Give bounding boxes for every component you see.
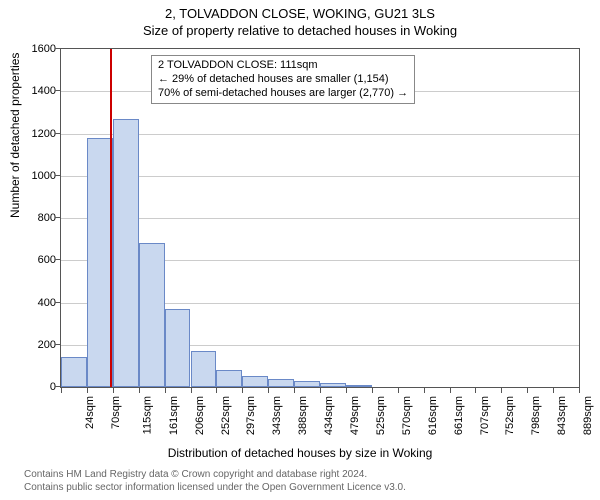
x-tick-mark — [139, 388, 140, 393]
x-tick-mark — [191, 388, 192, 393]
x-axis-label: Distribution of detached houses by size … — [0, 446, 600, 460]
x-tick-label: 752sqm — [505, 396, 517, 435]
y-tick-label: 200 — [16, 339, 56, 351]
histogram-bar — [216, 370, 242, 387]
chart-container: 2, TOLVADDON CLOSE, WOKING, GU21 3LS Siz… — [0, 0, 600, 500]
x-tick-mark — [501, 388, 502, 393]
histogram-bar — [320, 383, 346, 387]
x-tick-label: 434sqm — [323, 396, 335, 435]
histogram-bar — [61, 357, 87, 387]
x-tick-mark — [242, 388, 243, 393]
x-tick-mark — [579, 388, 580, 393]
y-tick-mark — [55, 175, 60, 176]
grid-line — [61, 218, 579, 219]
x-tick-label: 798sqm — [530, 396, 542, 435]
y-tick-label: 1000 — [16, 170, 56, 182]
histogram-bar — [113, 119, 139, 387]
x-tick-label: 206sqm — [194, 396, 206, 435]
plot-area: 2 TOLVADDON CLOSE: 111sqm ← 29% of detac… — [60, 48, 580, 388]
y-tick-mark — [55, 344, 60, 345]
x-tick-label: 70sqm — [110, 396, 122, 429]
y-tick-label: 600 — [16, 254, 56, 266]
x-tick-label: 343sqm — [271, 396, 283, 435]
x-tick-label: 252sqm — [220, 396, 232, 435]
footer-attrib: Contains HM Land Registry data © Crown c… — [24, 468, 406, 494]
x-tick-mark — [475, 388, 476, 393]
chart-subtitle: Size of property relative to detached ho… — [0, 21, 600, 42]
x-tick-mark — [424, 388, 425, 393]
grid-line — [61, 134, 579, 135]
y-tick-mark — [55, 302, 60, 303]
annotation-line: 2 TOLVADDON CLOSE: 111sqm — [158, 59, 408, 73]
x-tick-label: 297sqm — [246, 396, 258, 435]
x-tick-mark — [216, 388, 217, 393]
y-tick-mark — [55, 259, 60, 260]
histogram-bar — [294, 381, 320, 387]
annotation-line: 70% of semi-detached houses are larger (… — [158, 87, 408, 101]
x-tick-label: 525sqm — [375, 396, 387, 435]
x-tick-label: 479sqm — [349, 396, 361, 435]
x-tick-label: 570sqm — [401, 396, 413, 435]
x-tick-mark — [346, 388, 347, 393]
x-tick-mark — [268, 388, 269, 393]
x-tick-label: 161sqm — [168, 396, 180, 435]
histogram-bar — [268, 379, 294, 387]
histogram-bar — [346, 385, 372, 387]
y-tick-mark — [55, 133, 60, 134]
x-tick-mark — [61, 388, 62, 393]
annotation-box: 2 TOLVADDON CLOSE: 111sqm ← 29% of detac… — [151, 55, 415, 104]
chart-title: 2, TOLVADDON CLOSE, WOKING, GU21 3LS — [0, 0, 600, 21]
x-tick-label: 24sqm — [84, 396, 96, 429]
y-tick-label: 1400 — [16, 85, 56, 97]
y-tick-label: 1600 — [16, 43, 56, 55]
x-tick-mark — [450, 388, 451, 393]
reference-line — [110, 49, 112, 387]
footer-line: Contains public sector information licen… — [24, 481, 406, 494]
x-tick-mark — [294, 388, 295, 393]
histogram-bar — [165, 309, 191, 387]
y-tick-label: 800 — [16, 212, 56, 224]
histogram-bar — [242, 376, 268, 387]
x-tick-mark — [320, 388, 321, 393]
x-tick-label: 889sqm — [582, 396, 594, 435]
y-tick-mark — [55, 217, 60, 218]
x-tick-label: 115sqm — [141, 396, 153, 434]
y-tick-label: 1200 — [16, 128, 56, 140]
footer-line: Contains HM Land Registry data © Crown c… — [24, 468, 406, 481]
histogram-bar — [139, 243, 165, 387]
x-tick-mark — [87, 388, 88, 393]
histogram-bar — [191, 351, 217, 387]
x-tick-mark — [527, 388, 528, 393]
x-tick-mark — [553, 388, 554, 393]
y-tick-mark — [55, 386, 60, 387]
x-tick-label: 707sqm — [479, 396, 491, 435]
x-tick-label: 843sqm — [556, 396, 568, 435]
y-tick-label: 400 — [16, 297, 56, 309]
y-tick-mark — [55, 90, 60, 91]
x-tick-mark — [372, 388, 373, 393]
x-tick-mark — [398, 388, 399, 393]
y-tick-mark — [55, 48, 60, 49]
x-tick-label: 388sqm — [297, 396, 309, 435]
annotation-line: ← 29% of detached houses are smaller (1,… — [158, 73, 408, 87]
x-tick-mark — [165, 388, 166, 393]
x-tick-label: 616sqm — [427, 396, 439, 435]
x-tick-label: 661sqm — [453, 396, 465, 435]
grid-line — [61, 176, 579, 177]
x-tick-mark — [113, 388, 114, 393]
y-tick-label: 0 — [16, 381, 56, 393]
